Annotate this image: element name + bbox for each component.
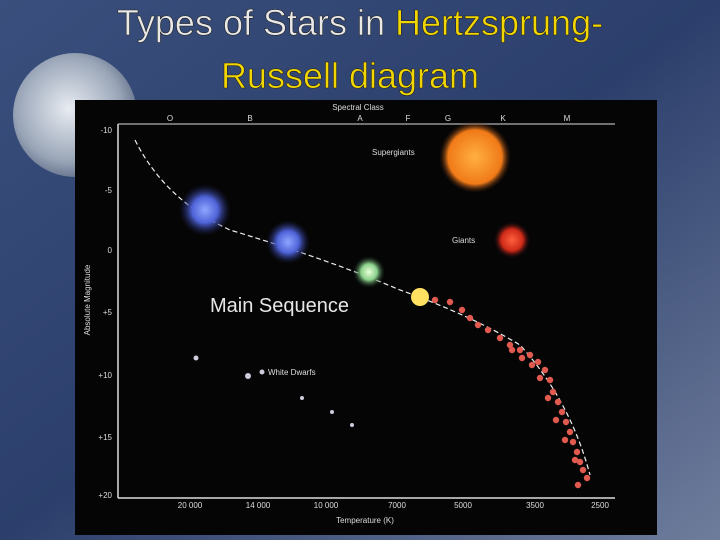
y-tick-label: -5 [105,186,113,195]
x-tick-label: 20 000 [178,501,203,510]
x-tick-label: 14 000 [246,501,271,510]
red-dwarf [576,458,584,466]
red-dwarf [544,394,552,402]
red-dwarf [534,358,542,366]
y-tick-label: +5 [103,308,113,317]
x-tick-label: 2500 [591,501,609,510]
red-dwarf [446,298,454,306]
red-dwarf [496,334,504,342]
y-axis-label: Absolute Magnitude [83,264,92,335]
title-line2: Russell diagram [221,55,479,96]
red-dwarf [546,376,554,384]
red-dwarf [573,448,581,456]
spectral-class-label: K [500,114,506,123]
white-dwarf [350,423,354,427]
red-dwarf [518,354,526,362]
red-dwarf [474,321,482,329]
y-tick-label: +15 [98,433,112,442]
white-dwarf [259,369,265,375]
red-dwarf [558,408,566,416]
red-dwarf [554,398,562,406]
title-line1: Types of Stars in Hertzsprung- [117,2,603,43]
x-tick-label: 3500 [526,501,544,510]
red-dwarf [541,366,549,374]
x-tick-label: 7000 [388,501,406,510]
white-dwarf [193,355,199,361]
white-dwarf [300,396,304,400]
spectral-class-label: F [406,114,411,123]
white-dwarfs-label: White Dwarfs [268,368,316,377]
supergiant-star [439,121,511,193]
red-dwarf [552,416,560,424]
white-dwarf [245,373,251,379]
red-dwarf-stars [431,296,591,489]
giant-star [494,222,530,258]
star [266,220,310,264]
y-tick-label: 0 [108,246,113,255]
star [353,256,385,288]
red-dwarf [583,474,591,482]
red-dwarf [526,351,534,359]
x-tick-label: 5000 [454,501,472,510]
x-tick-label: 10 000 [314,501,339,510]
red-dwarf [571,456,579,464]
red-dwarf [562,418,570,426]
x-axis-label: Temperature (K) [336,516,394,525]
spectral-class-label: M [564,114,571,123]
red-dwarf [566,428,574,436]
y-tick-label: +10 [98,371,112,380]
red-dwarf [536,374,544,382]
red-dwarf [466,314,474,322]
spectral-class-label: O [167,114,173,123]
spectral-class-label: B [247,114,252,123]
giants-label: Giants [452,236,475,245]
red-dwarf [574,481,582,489]
red-dwarf [458,306,466,314]
red-dwarf [516,346,524,354]
red-dwarf [561,436,569,444]
supergiants-label: Supergiants [372,148,415,157]
red-dwarf [549,388,557,396]
star [179,184,231,236]
y-tick-label: +20 [98,491,112,500]
spectral-class-label: A [357,114,363,123]
main-sequence-label: Main Sequence [210,295,349,317]
red-dwarf [528,361,536,369]
top-axis-label: Spectral Class [332,103,384,112]
red-dwarf [484,326,492,334]
spectral-class-label: G [445,114,451,123]
diagram-background [75,100,657,535]
red-dwarf [508,346,516,354]
red-dwarf [569,438,577,446]
y-tick-label: -10 [100,126,112,135]
red-dwarf [431,296,439,304]
red-dwarf [579,466,587,474]
white-dwarf [330,410,334,414]
red-dwarf [506,341,514,349]
hr-diagram: Spectral Class Temperature (K) Absolute … [75,100,657,535]
star [411,288,429,306]
